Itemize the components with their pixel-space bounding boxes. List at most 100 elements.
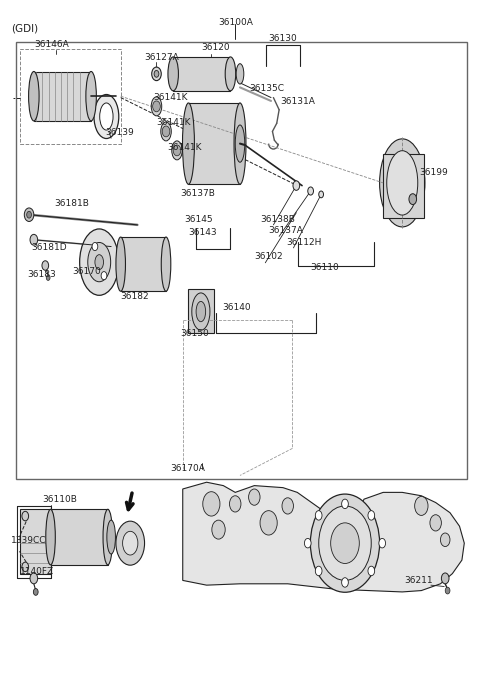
Ellipse shape xyxy=(172,141,182,160)
Text: 36141K: 36141K xyxy=(156,118,191,127)
Bar xyxy=(383,154,424,218)
Bar xyxy=(16,42,467,479)
Circle shape xyxy=(22,511,29,521)
Text: 36150: 36150 xyxy=(180,329,209,338)
Circle shape xyxy=(229,496,241,512)
Text: 36110B: 36110B xyxy=(42,495,77,504)
Circle shape xyxy=(24,208,34,222)
Circle shape xyxy=(315,511,322,520)
Text: 36100A: 36100A xyxy=(218,18,252,27)
Text: 36120: 36120 xyxy=(201,44,229,52)
Circle shape xyxy=(319,191,324,198)
Circle shape xyxy=(430,515,442,531)
Ellipse shape xyxy=(116,521,144,565)
Circle shape xyxy=(379,539,385,548)
Ellipse shape xyxy=(234,103,246,184)
Ellipse shape xyxy=(192,293,210,330)
Ellipse shape xyxy=(116,237,125,291)
Circle shape xyxy=(203,492,220,516)
Bar xyxy=(120,237,166,291)
Text: 36140: 36140 xyxy=(222,303,251,311)
Text: 36127A: 36127A xyxy=(144,53,180,63)
Text: 36110: 36110 xyxy=(311,263,339,272)
Circle shape xyxy=(260,511,277,535)
Circle shape xyxy=(22,562,29,572)
Circle shape xyxy=(249,489,260,505)
Ellipse shape xyxy=(387,151,418,215)
Circle shape xyxy=(30,573,37,584)
Text: 36181D: 36181D xyxy=(31,243,67,252)
Circle shape xyxy=(30,235,37,245)
Bar xyxy=(173,57,230,91)
Ellipse shape xyxy=(100,103,113,130)
Circle shape xyxy=(153,101,160,112)
Ellipse shape xyxy=(94,95,119,139)
Text: 1339CC: 1339CC xyxy=(11,536,47,545)
Ellipse shape xyxy=(168,57,179,91)
Circle shape xyxy=(293,181,300,190)
Ellipse shape xyxy=(154,71,159,78)
Ellipse shape xyxy=(161,237,171,291)
Circle shape xyxy=(315,566,322,576)
Ellipse shape xyxy=(319,506,371,581)
Circle shape xyxy=(308,187,313,195)
Ellipse shape xyxy=(86,71,96,121)
Bar xyxy=(188,289,214,333)
Circle shape xyxy=(368,566,375,576)
Circle shape xyxy=(46,275,50,280)
Text: 36141K: 36141K xyxy=(168,143,202,152)
Circle shape xyxy=(173,145,181,156)
Circle shape xyxy=(304,539,311,548)
Ellipse shape xyxy=(380,139,425,227)
Ellipse shape xyxy=(235,125,245,163)
Bar xyxy=(20,509,50,574)
Ellipse shape xyxy=(80,229,119,295)
Circle shape xyxy=(212,520,225,539)
Text: 36145: 36145 xyxy=(184,214,213,224)
Text: 1140FZ: 1140FZ xyxy=(20,566,54,576)
Ellipse shape xyxy=(107,520,116,554)
Ellipse shape xyxy=(225,57,236,91)
Ellipse shape xyxy=(151,97,162,116)
Ellipse shape xyxy=(46,509,55,565)
Text: 36131A: 36131A xyxy=(281,97,315,106)
Circle shape xyxy=(162,126,170,137)
Circle shape xyxy=(282,498,293,514)
Text: 36181B: 36181B xyxy=(54,199,89,208)
Text: 36141K: 36141K xyxy=(153,92,188,101)
Ellipse shape xyxy=(236,64,244,84)
Text: 36170A: 36170A xyxy=(170,464,205,473)
Text: 36183: 36183 xyxy=(28,270,56,279)
Bar xyxy=(21,49,120,143)
Text: 36182: 36182 xyxy=(120,292,149,301)
Ellipse shape xyxy=(161,122,171,141)
Text: 36211: 36211 xyxy=(405,576,433,585)
Text: 36138B: 36138B xyxy=(261,214,295,224)
Text: 36170: 36170 xyxy=(72,267,101,275)
Circle shape xyxy=(342,499,348,509)
Ellipse shape xyxy=(311,494,380,592)
Text: 36199: 36199 xyxy=(419,169,448,177)
Polygon shape xyxy=(183,482,464,592)
Ellipse shape xyxy=(196,301,205,322)
Text: (GDI): (GDI) xyxy=(11,23,38,33)
Ellipse shape xyxy=(122,531,138,555)
Bar xyxy=(189,103,240,184)
Circle shape xyxy=(27,211,32,218)
Text: 36130: 36130 xyxy=(269,35,298,44)
Circle shape xyxy=(34,589,38,595)
Text: 36146A: 36146A xyxy=(34,40,69,49)
Ellipse shape xyxy=(103,509,113,565)
Text: 36143: 36143 xyxy=(189,228,217,237)
Circle shape xyxy=(368,511,375,520)
Ellipse shape xyxy=(182,103,194,184)
Circle shape xyxy=(101,271,107,279)
Text: 36137A: 36137A xyxy=(269,226,303,235)
Ellipse shape xyxy=(95,255,104,269)
Bar xyxy=(34,72,91,121)
Circle shape xyxy=(442,573,449,584)
Ellipse shape xyxy=(88,243,111,282)
Text: 36112H: 36112H xyxy=(287,237,322,247)
Text: 36102: 36102 xyxy=(254,252,283,261)
Circle shape xyxy=(42,260,48,270)
